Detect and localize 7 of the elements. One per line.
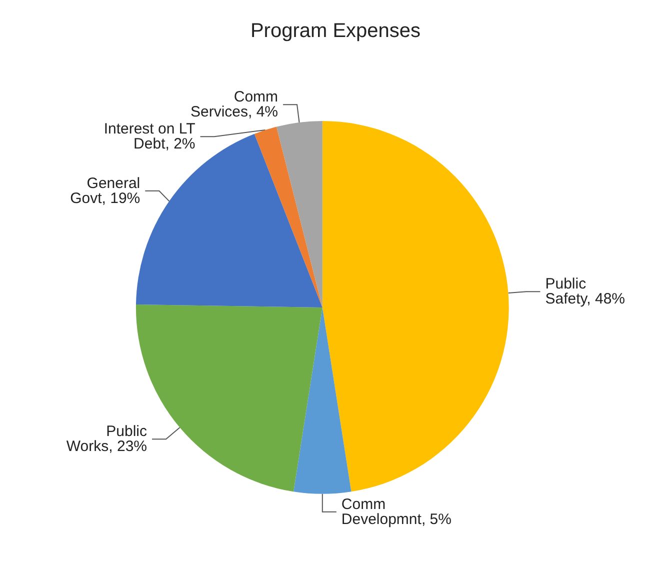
- slice-label: Comm Developmnt, 5%: [341, 496, 452, 528]
- chart-title: Program Expenses: [250, 20, 421, 42]
- slice-label: General Govt, 19%: [70, 174, 140, 207]
- slice-label: Comm Services, 4%: [190, 88, 278, 121]
- slice-label: Interest on LT Debt, 2%: [104, 120, 196, 153]
- slice-label: Public Works, 23%: [66, 423, 148, 456]
- slice-label: Public Safety, 48%: [545, 276, 626, 308]
